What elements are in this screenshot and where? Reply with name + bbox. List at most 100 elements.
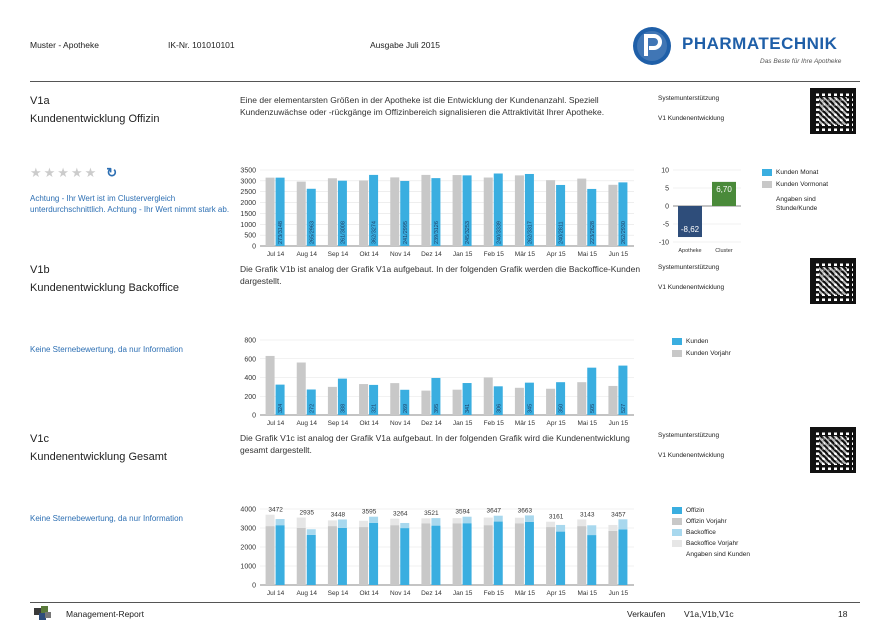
- bar-kunden: [493, 386, 503, 415]
- x-tick-label: Nov 14: [390, 420, 411, 427]
- bar-monat: [275, 177, 285, 246]
- x-tick-label: Mai 15: [577, 420, 597, 427]
- footer-divider: [30, 602, 860, 603]
- bar-backoffice: [431, 518, 441, 526]
- data-label: 345: [527, 404, 533, 413]
- qr-code-v1a: [810, 88, 856, 134]
- bar-vormonat: [265, 177, 275, 246]
- data-label: 321: [372, 404, 378, 413]
- rating-stars: ★★★★★: [30, 165, 99, 180]
- bar-backoffice: [337, 519, 347, 528]
- legend-label: Backoffice: [686, 529, 716, 536]
- y-tick-label: 400: [244, 375, 256, 382]
- bar-vormonat: [452, 175, 462, 246]
- note-v1c: Keine Sternebewertung, da nur Informatio…: [30, 514, 183, 523]
- y-tick-label: 0: [252, 244, 256, 251]
- bar-backoffice-vorjahr: [514, 517, 524, 524]
- x-tick-label: Feb 15: [484, 590, 505, 597]
- data-label: -8,62: [681, 225, 700, 234]
- bar-vorjahr: [577, 382, 587, 415]
- bar-backoffice: [306, 529, 316, 535]
- data-label: 306: [496, 404, 502, 413]
- data-label: 241/2995: [403, 221, 409, 244]
- bar-backoffice-vorjahr: [296, 517, 306, 528]
- legend-v1a: Kunden Monat Kunden Vormonat Angaben sin…: [762, 168, 836, 213]
- data-label: 527: [621, 404, 627, 413]
- cube-logo-icon: [32, 604, 54, 622]
- bar-offizin-vorjahr: [296, 528, 306, 585]
- x-tick-label: Jun 15: [609, 420, 629, 427]
- pharmatechnik-logo-icon: [632, 26, 672, 66]
- total-label: 3521: [424, 510, 439, 517]
- section-description-v1c: Die Grafik V1c ist analog der Grafik V1a…: [240, 433, 630, 455]
- legend-item: Backoffice: [672, 528, 750, 537]
- bar-kunden: [275, 384, 285, 415]
- x-tick-label: Mai 15: [577, 251, 597, 258]
- bar-vorjahr: [452, 389, 462, 415]
- data-label: 245/3253: [465, 221, 471, 244]
- data-label: 262/3317: [527, 221, 533, 244]
- issue-label: Ausgabe Juli 2015: [370, 40, 440, 50]
- bar-monat: [337, 180, 347, 246]
- bar-vorjahr: [546, 388, 556, 415]
- legend-label: Backoffice Vorjahr: [686, 540, 739, 547]
- legend-label: Kunden Vorjahr: [686, 350, 731, 357]
- y-tick-label: 1500: [240, 211, 256, 218]
- y-tick-label: 10: [661, 168, 669, 175]
- bar-backoffice: [462, 516, 472, 524]
- section-code-v1a: V1a: [30, 95, 50, 107]
- x-tick-label: Sep 14: [328, 590, 349, 597]
- side-label-v1a-2: V1 Kundenentwicklung: [658, 115, 725, 122]
- legend-v1b: Kunden Kunden Vorjahr: [672, 337, 731, 358]
- x-tick-label: Jan 15: [453, 590, 473, 597]
- y-tick-label: 800: [244, 338, 256, 345]
- x-tick-label: Jun 15: [609, 251, 629, 258]
- legend-item: Kunden Vorjahr: [672, 349, 731, 358]
- bar-backoffice: [618, 519, 628, 530]
- bar-backoffice: [556, 524, 566, 532]
- qr-code-v1b: [810, 258, 856, 304]
- bar-vormonat: [327, 178, 337, 246]
- bar-offizin-vorjahr: [390, 525, 400, 585]
- x-tick-label: Okt 14: [360, 251, 380, 258]
- bar-backoffice-vorjahr: [577, 519, 587, 527]
- x-tick-label: Apotheke: [678, 248, 701, 254]
- bar-backoffice: [524, 515, 534, 522]
- data-label: 324: [278, 404, 284, 413]
- bar-offizin: [306, 534, 316, 585]
- data-label: 240/3339: [496, 221, 502, 244]
- bar-backoffice-vorjahr: [452, 518, 462, 524]
- bar-monat: [618, 182, 628, 246]
- x-tick-label: Jan 15: [453, 420, 473, 427]
- bar-monat: [431, 178, 441, 246]
- x-tick-label: Nov 14: [390, 590, 411, 597]
- total-label: 3663: [518, 507, 533, 514]
- x-tick-label: Mär 15: [515, 251, 536, 258]
- data-label: 261/3008: [340, 221, 346, 244]
- x-tick-label: Apr 15: [547, 590, 567, 597]
- total-label: 3594: [455, 509, 470, 516]
- legend-swatch: [672, 518, 682, 525]
- x-tick-label: Feb 15: [484, 420, 505, 427]
- y-tick-label: 200: [244, 394, 256, 401]
- bar-kunden: [400, 389, 410, 415]
- section-title-v1c: Kundenentwicklung Gesamt: [30, 451, 167, 463]
- bar-apotheke: [678, 206, 702, 238]
- section-title-v1b: Kundenentwicklung Backoffice: [30, 282, 180, 294]
- x-tick-label: Apr 15: [547, 420, 567, 427]
- bar-offizin: [431, 525, 441, 585]
- y-tick-label: 0: [252, 413, 256, 420]
- y-tick-label: 500: [244, 233, 256, 240]
- refresh-icon[interactable]: ↻: [106, 165, 118, 180]
- x-tick-label: Aug 14: [296, 420, 317, 427]
- bar-vorjahr: [296, 362, 306, 415]
- chart-v1a: 0 500 1000 1500 2000 2500 3000 3500 273/3148 Jul …: [240, 168, 634, 258]
- bar-kunden: [306, 389, 316, 415]
- bar-monat: [462, 175, 472, 246]
- x-tick-label: Dez 14: [421, 420, 442, 427]
- bar-vorjahr: [514, 387, 524, 415]
- bar-vormonat: [421, 174, 431, 246]
- y-tick-label: 0: [665, 204, 669, 211]
- data-label: 269: [403, 404, 409, 413]
- total-label: 3264: [393, 511, 408, 518]
